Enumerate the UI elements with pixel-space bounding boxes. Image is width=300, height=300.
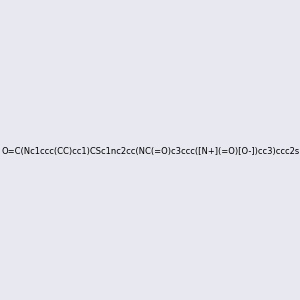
Text: O=C(Nc1ccc(CC)cc1)CSc1nc2cc(NC(=O)c3ccc([N+](=O)[O-])cc3)ccc2s1: O=C(Nc1ccc(CC)cc1)CSc1nc2cc(NC(=O)c3ccc(… bbox=[2, 147, 300, 156]
